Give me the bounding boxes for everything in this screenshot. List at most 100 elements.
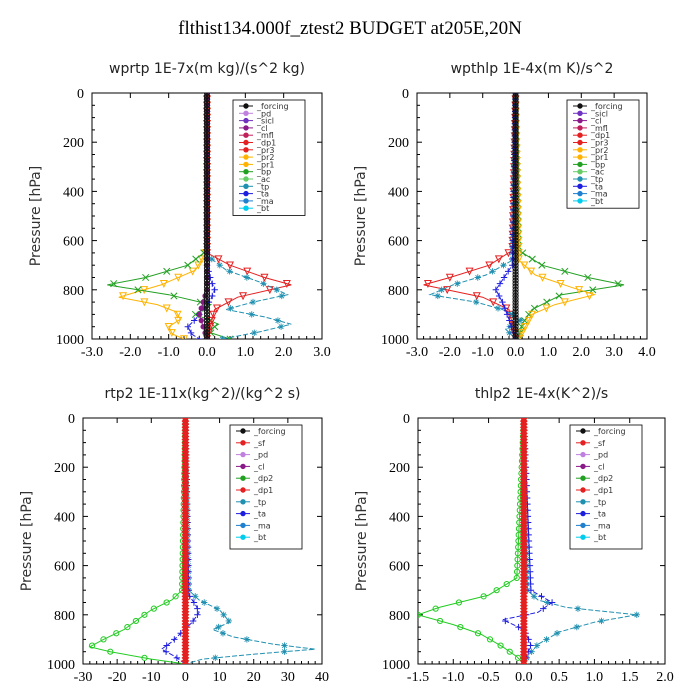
data-point [580,475,586,481]
data-point [527,642,534,649]
data-point [514,249,523,258]
data-point [203,262,211,269]
data-point [174,273,183,282]
data-point [243,183,249,190]
data-point [580,499,586,505]
legend-label: _mfl [256,131,274,140]
legend-label: _dp1 [590,131,610,140]
data-point [589,286,597,294]
data-point [512,139,519,146]
data-point [206,323,215,332]
data-point [243,139,249,146]
data-point [203,215,211,223]
legend-label: _bp [256,168,271,177]
series-group [107,93,292,339]
data-point [538,593,545,600]
data-point [548,599,556,606]
data-point [243,103,249,109]
y-tick-label: 800 [54,609,75,624]
data-point [203,295,211,303]
legend-label: _sf [253,439,265,448]
data-point [194,605,201,612]
data-point [474,274,481,281]
data-point [240,451,246,458]
y-tick-label: 800 [63,284,84,299]
data-point [243,636,251,643]
data-point [512,179,519,186]
data-point [203,194,211,201]
data-point [512,252,519,260]
legend-label: _pd [256,109,271,118]
data-point [89,642,96,649]
data-point [213,605,221,612]
data-point [438,286,445,293]
data-point [577,183,583,190]
data-point [530,304,539,312]
data-point [500,274,508,281]
data-point [203,219,211,226]
y-tick-label: 400 [54,510,75,525]
data-point [512,160,519,167]
data-point [512,332,519,339]
x-tick-label: 30 [281,670,295,685]
x-tick-label: -1.5 [407,670,429,685]
data-point [509,262,516,269]
data-point [512,234,519,241]
data-point [500,262,507,269]
data-point [512,246,519,253]
data-point [538,261,546,269]
data-point [203,111,211,118]
chart-panel-1: wprtp 1E-7x(m kg)/(s^2 kg) Pressure [hPa]… [28,61,331,360]
data-point [203,271,211,278]
data-point [243,169,249,175]
data-point [580,510,586,517]
data-point [528,255,536,263]
data-point [512,286,519,293]
data-point [191,310,200,318]
data-point [260,280,267,287]
data-point [203,265,211,272]
data-point [196,335,203,339]
data-point [198,317,204,324]
data-point [512,102,519,109]
data-point [107,648,114,655]
data-point [273,286,280,293]
y-tick-label: 0 [403,412,410,427]
series-line-dp1 [418,418,525,664]
data-point [203,283,211,290]
data-point [574,605,582,612]
data-point [163,267,171,275]
data-point [512,240,519,247]
data-point [502,617,509,625]
data-point [512,145,519,152]
data-point [480,593,487,600]
data-point [240,487,246,493]
data-point [203,231,211,238]
data-point [203,314,211,321]
data-point [580,487,586,493]
data-point [142,273,150,282]
data-point [512,191,519,198]
data-point [141,654,148,661]
data-point [580,440,586,446]
y-tick-label: 600 [63,235,84,250]
series-line-pr1 [118,93,208,339]
data-point [472,298,480,306]
data-point [512,215,519,223]
y-tick-label: 1000 [47,658,75,673]
data-point [633,611,640,618]
data-point [577,125,583,131]
data-point [512,123,519,130]
x-tick-label: -20 [108,670,127,685]
data-point [240,534,246,540]
y-tick-label: 1000 [56,333,84,348]
data-point [203,160,211,167]
x-tick-label: 10 [213,670,227,685]
data-point [189,617,197,625]
legend-label: _dp2 [593,474,613,483]
chart-panel-4: thlp2 1E-4x(K^2)/s Pressure [hPa] -1.5 -1.0… [354,386,674,685]
legend-box [566,99,640,209]
data-point [226,268,233,275]
data-point [512,197,519,204]
data-point [203,289,211,296]
